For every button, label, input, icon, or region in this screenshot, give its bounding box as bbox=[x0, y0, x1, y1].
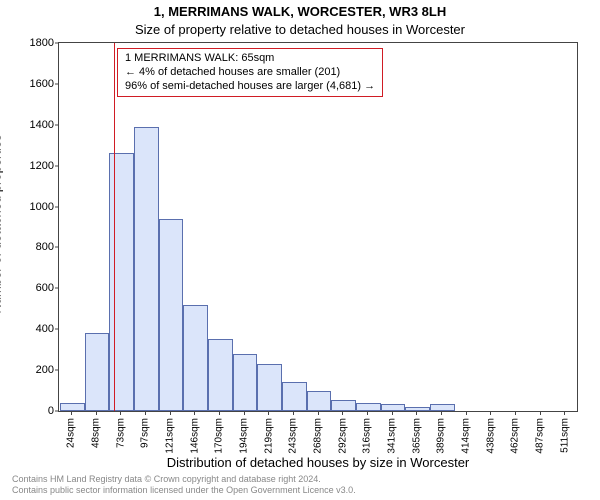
x-tick-mark bbox=[170, 411, 171, 415]
x-tick-mark bbox=[441, 411, 442, 415]
annotation-box: 1 MERRIMANS WALK: 65sqm← 4% of detached … bbox=[117, 48, 383, 97]
x-axis-label: Distribution of detached houses by size … bbox=[58, 455, 578, 470]
x-tick-mark bbox=[466, 411, 467, 415]
histogram-bar bbox=[233, 354, 258, 411]
y-tick-mark bbox=[55, 247, 59, 248]
y-tick-label: 600 bbox=[36, 282, 54, 294]
histogram-bar bbox=[208, 339, 233, 411]
y-tick-label: 800 bbox=[36, 241, 54, 253]
plot-area: 1 MERRIMANS WALK: 65sqm← 4% of detached … bbox=[58, 42, 578, 412]
histogram-bar bbox=[183, 305, 208, 411]
x-tick-mark bbox=[293, 411, 294, 415]
footer-attribution: Contains HM Land Registry data © Crown c… bbox=[12, 474, 356, 497]
y-tick-mark bbox=[55, 83, 59, 84]
x-tick-label: 511sqm bbox=[559, 418, 570, 453]
histogram-bar bbox=[159, 219, 184, 411]
x-tick-label: 414sqm bbox=[461, 418, 472, 454]
x-tick-label: 389sqm bbox=[436, 418, 447, 454]
x-tick-label: 146sqm bbox=[189, 418, 200, 454]
footer-line-1: Contains HM Land Registry data © Crown c… bbox=[12, 474, 321, 484]
y-axis-label: Number of detached properties bbox=[0, 134, 4, 313]
histogram-bar bbox=[381, 404, 406, 411]
x-tick-mark bbox=[490, 411, 491, 415]
y-tick-mark bbox=[55, 329, 59, 330]
x-tick-mark bbox=[120, 411, 121, 415]
x-tick-mark bbox=[564, 411, 565, 415]
y-tick-mark bbox=[55, 165, 59, 166]
y-tick-label: 1000 bbox=[30, 201, 54, 213]
x-tick-label: 316sqm bbox=[362, 418, 373, 454]
x-tick-mark bbox=[342, 411, 343, 415]
x-tick-label: 292sqm bbox=[337, 418, 348, 454]
chart-title-sub: Size of property relative to detached ho… bbox=[0, 22, 600, 37]
x-tick-mark bbox=[145, 411, 146, 415]
histogram-bar bbox=[307, 391, 332, 411]
x-tick-label: 170sqm bbox=[214, 418, 225, 454]
y-tick-label: 1400 bbox=[30, 119, 54, 131]
y-tick-mark bbox=[55, 124, 59, 125]
y-tick-mark bbox=[55, 370, 59, 371]
x-tick-mark bbox=[268, 411, 269, 415]
histogram-bar bbox=[134, 127, 159, 411]
histogram-bar bbox=[430, 404, 455, 411]
x-tick-mark bbox=[244, 411, 245, 415]
x-tick-label: 243sqm bbox=[288, 418, 299, 454]
x-tick-mark bbox=[416, 411, 417, 415]
y-tick-label: 1600 bbox=[30, 78, 54, 90]
x-tick-label: 219sqm bbox=[263, 418, 274, 454]
x-tick-mark bbox=[71, 411, 72, 415]
histogram-bar bbox=[282, 382, 307, 411]
x-tick-mark bbox=[194, 411, 195, 415]
y-tick-label: 1800 bbox=[30, 37, 54, 49]
x-tick-label: 462sqm bbox=[510, 418, 521, 454]
x-tick-mark bbox=[96, 411, 97, 415]
y-tick-label: 0 bbox=[48, 405, 54, 417]
x-tick-label: 121sqm bbox=[165, 418, 176, 454]
x-tick-label: 341sqm bbox=[387, 418, 398, 454]
y-tick-mark bbox=[55, 206, 59, 207]
x-tick-label: 24sqm bbox=[66, 418, 77, 448]
x-tick-label: 97sqm bbox=[140, 418, 151, 448]
annotation-line-2: ← 4% of detached houses are smaller (201… bbox=[125, 66, 375, 80]
x-tick-mark bbox=[540, 411, 541, 415]
histogram-bar bbox=[356, 403, 381, 411]
x-tick-label: 438sqm bbox=[485, 418, 496, 454]
x-tick-label: 194sqm bbox=[239, 418, 250, 454]
histogram-bar bbox=[257, 364, 282, 411]
footer-line-2: Contains public sector information licen… bbox=[12, 485, 356, 495]
reference-line bbox=[114, 43, 115, 411]
x-tick-mark bbox=[318, 411, 319, 415]
histogram-bar bbox=[60, 403, 85, 411]
y-tick-mark bbox=[55, 43, 59, 44]
histogram-bar bbox=[331, 400, 356, 411]
x-tick-label: 48sqm bbox=[91, 418, 102, 448]
x-tick-label: 73sqm bbox=[115, 418, 126, 448]
x-tick-mark bbox=[392, 411, 393, 415]
y-tick-label: 1200 bbox=[30, 160, 54, 172]
x-tick-label: 365sqm bbox=[411, 418, 422, 454]
annotation-line-3: 96% of semi-detached houses are larger (… bbox=[125, 80, 375, 94]
annotation-line-1: 1 MERRIMANS WALK: 65sqm bbox=[125, 52, 375, 66]
x-tick-mark bbox=[515, 411, 516, 415]
y-tick-mark bbox=[55, 411, 59, 412]
histogram-bar bbox=[85, 333, 110, 411]
x-tick-label: 268sqm bbox=[313, 418, 324, 454]
x-tick-mark bbox=[219, 411, 220, 415]
x-tick-label: 487sqm bbox=[535, 418, 546, 454]
y-tick-label: 400 bbox=[36, 323, 54, 335]
chart-title-main: 1, MERRIMANS WALK, WORCESTER, WR3 8LH bbox=[0, 4, 600, 19]
histogram-bar bbox=[405, 407, 430, 411]
y-tick-label: 200 bbox=[36, 364, 54, 376]
y-tick-mark bbox=[55, 288, 59, 289]
x-tick-mark bbox=[367, 411, 368, 415]
